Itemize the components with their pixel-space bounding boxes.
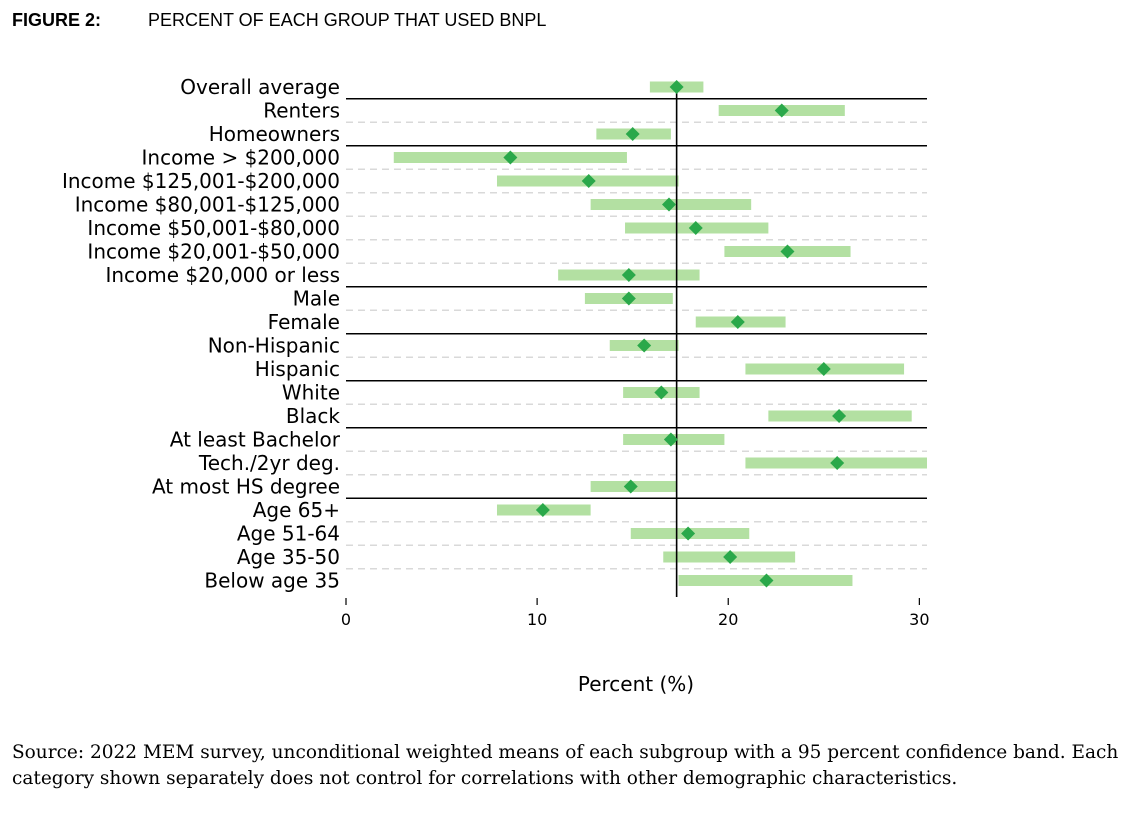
- point-marker: [623, 479, 638, 494]
- category-label: Homeowners: [209, 122, 340, 146]
- x-axis-title: Percent (%): [578, 672, 694, 696]
- category-label: Income $20,001-$50,000: [87, 240, 340, 264]
- category-label: Tech./2yr deg.: [198, 451, 340, 475]
- category-label: Income $20,000 or less: [105, 263, 340, 287]
- category-label: Income $125,001-$200,000: [62, 169, 340, 193]
- point-marker: [625, 127, 640, 141]
- source-note: Source: 2022 MEM survey, unconditional w…: [12, 742, 1119, 789]
- category-label: At most HS degree: [152, 475, 340, 499]
- category-label: Age 35-50: [237, 545, 340, 569]
- point-marker: [830, 456, 845, 470]
- x-tick-label: 30: [909, 610, 929, 629]
- point-marker: [774, 103, 789, 118]
- category-label: Non-Hispanic: [208, 334, 340, 358]
- point-marker: [730, 315, 745, 329]
- point-marker: [688, 221, 703, 235]
- figure-heading: FIGURE 2: PERCENT OF EACH GROUP THAT USED…: [12, 10, 546, 31]
- point-marker: [759, 573, 774, 588]
- category-label: Male: [293, 287, 340, 311]
- point-marker: [816, 362, 831, 376]
- category-label: Income $80,001-$125,000: [75, 193, 340, 217]
- point-marker: [637, 338, 652, 353]
- point-marker: [681, 526, 696, 541]
- point-marker: [723, 550, 738, 564]
- figure-title: PERCENT OF EACH GROUP THAT USED BNPL: [148, 10, 547, 30]
- point-marker: [832, 409, 847, 423]
- category-label: Income > $200,000: [142, 146, 341, 170]
- category-label: Income $50,001-$80,000: [87, 216, 340, 240]
- point-marker: [503, 150, 518, 165]
- category-label: Overall average: [180, 75, 340, 99]
- category-label: Female: [268, 310, 340, 334]
- category-label: At least Bachelor: [170, 428, 341, 452]
- point-marker: [621, 268, 636, 282]
- category-label: Black: [286, 404, 341, 428]
- category-label: White: [282, 381, 340, 405]
- point-marker: [663, 432, 678, 447]
- point-marker: [669, 80, 684, 94]
- category-label: Age 65+: [253, 498, 340, 522]
- category-label: Renters: [263, 99, 340, 123]
- point-marker: [780, 244, 795, 259]
- x-tick-label: 0: [341, 610, 351, 629]
- point-marker: [621, 291, 636, 306]
- category-label: Hispanic: [255, 357, 340, 381]
- figure-label: FIGURE 2:: [12, 10, 102, 30]
- x-tick-label: 20: [718, 610, 738, 629]
- category-label: Below age 35: [204, 569, 340, 593]
- x-tick-label: 10: [527, 610, 547, 629]
- point-marker: [654, 385, 669, 400]
- point-marker: [661, 197, 676, 212]
- category-label: Age 51-64: [237, 522, 340, 546]
- point-marker: [581, 174, 596, 188]
- point-marker: [535, 503, 550, 517]
